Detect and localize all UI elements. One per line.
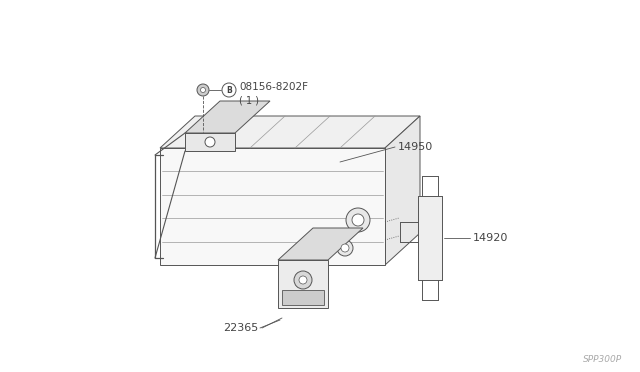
Polygon shape bbox=[160, 116, 420, 148]
Polygon shape bbox=[160, 148, 385, 265]
Text: 14920: 14920 bbox=[473, 233, 508, 243]
Circle shape bbox=[346, 208, 370, 232]
Polygon shape bbox=[185, 101, 270, 133]
Circle shape bbox=[197, 84, 209, 96]
Circle shape bbox=[205, 137, 215, 147]
Circle shape bbox=[341, 244, 349, 252]
Circle shape bbox=[200, 87, 205, 93]
Polygon shape bbox=[185, 133, 235, 151]
Polygon shape bbox=[278, 260, 328, 308]
Text: 22365: 22365 bbox=[223, 323, 258, 333]
Polygon shape bbox=[278, 228, 363, 260]
Text: B: B bbox=[226, 86, 232, 94]
Circle shape bbox=[222, 83, 236, 97]
Text: SPP300P: SPP300P bbox=[583, 356, 622, 365]
Circle shape bbox=[352, 214, 364, 226]
Text: 08156-8202F: 08156-8202F bbox=[239, 82, 308, 92]
Circle shape bbox=[299, 276, 307, 284]
Polygon shape bbox=[385, 116, 420, 265]
Polygon shape bbox=[418, 196, 442, 280]
Text: ( 1 ): ( 1 ) bbox=[239, 95, 259, 105]
Circle shape bbox=[337, 240, 353, 256]
Polygon shape bbox=[282, 290, 324, 305]
Circle shape bbox=[294, 271, 312, 289]
Text: 14950: 14950 bbox=[398, 142, 433, 152]
